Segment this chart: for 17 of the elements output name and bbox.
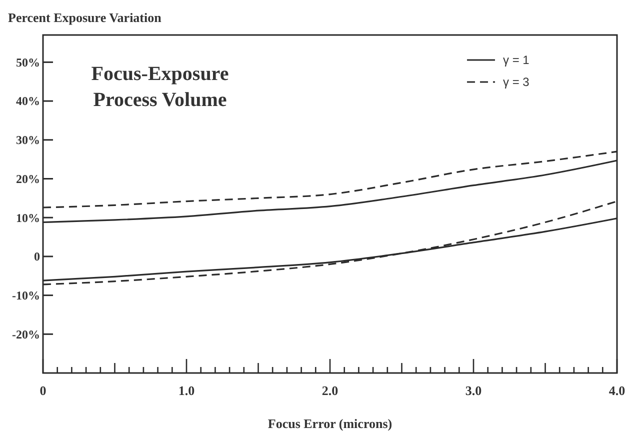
- y-tick-label: 0: [34, 250, 40, 264]
- legend-label: γ = 1: [503, 53, 530, 68]
- y-tick-label: -10%: [12, 288, 40, 302]
- x-tick-label: 2.0: [322, 383, 338, 398]
- y-tick-label: 40%: [16, 94, 40, 108]
- x-tick-label: 4.0: [608, 383, 626, 398]
- x-tick-label: 3.0: [465, 383, 482, 398]
- y-tick-label: 10%: [16, 210, 40, 225]
- x-tick-label: 1.0: [178, 383, 195, 398]
- y-tick-label: 50%: [16, 55, 40, 70]
- y-axis-title: Percent Exposure Variation: [8, 10, 162, 25]
- y-tick-label: 30%: [16, 133, 40, 148]
- x-axis-title: Focus Error (microns): [268, 416, 392, 431]
- text: Focus-Exposure Process Volume: [91, 63, 229, 111]
- y-tick-label: -20%: [12, 327, 40, 342]
- y-tick-label: 20%: [16, 172, 40, 186]
- legend-label: γ = 3: [503, 75, 530, 90]
